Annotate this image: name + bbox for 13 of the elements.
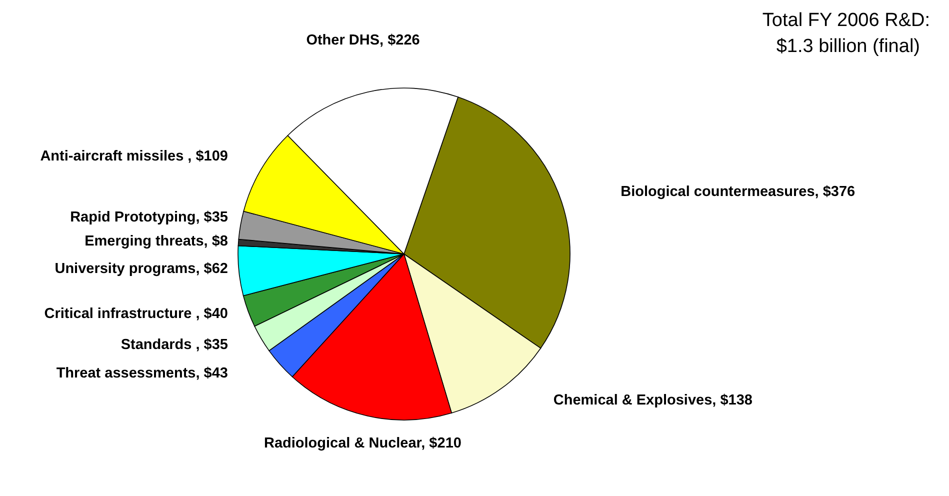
slice-label: Emerging threats, $8	[84, 234, 228, 250]
slice-label: Anti-aircraft missiles , $109	[40, 148, 228, 164]
slice-label: Threat assessments, $43	[56, 366, 228, 382]
slice-label: Radiological & Nuclear, $210	[264, 435, 462, 452]
slice-label: University programs, $62	[54, 260, 228, 277]
slice-label: Critical infrastructure , $40	[44, 306, 228, 322]
slice-label: Chemical & Explosives, $138	[553, 392, 752, 408]
slice-label: Standards , $35	[120, 336, 228, 353]
slice-label: Rapid Prototyping, $35	[70, 210, 228, 226]
chart-subtitle: $1.3 billion (final)	[776, 36, 920, 57]
slice-label: Biological countermeasures, $376	[620, 184, 856, 200]
chart-title: Total FY 2006 R&D:	[762, 10, 930, 31]
slice-label: Other DHS, $226	[306, 32, 420, 49]
